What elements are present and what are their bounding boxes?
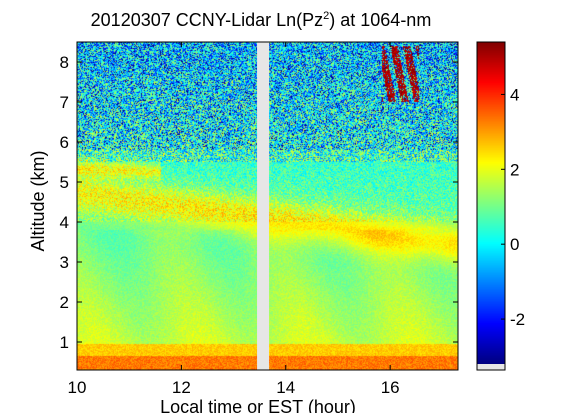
x-axis: 10 12 14 16 — [68, 42, 400, 397]
x-tick-label: 10 — [68, 378, 87, 397]
y-tick-label: 8 — [60, 53, 69, 72]
plot-area — [76, 41, 459, 371]
y-tick-label: 3 — [60, 253, 69, 272]
y-tick-label: 5 — [60, 173, 69, 192]
colorbar-tick-label: 4 — [510, 85, 519, 104]
colorbar-ticks: -2 0 2 4 — [501, 85, 525, 329]
colorbar-tick-label: 0 — [510, 235, 519, 254]
y-tick-label: 6 — [60, 133, 69, 152]
data-gap — [257, 42, 270, 370]
colorbar-underflow — [477, 364, 505, 370]
x-tick-label: 12 — [172, 378, 191, 397]
x-tick-label: 16 — [381, 378, 400, 397]
x-axis-label: Local time or EST (hour) — [160, 397, 356, 413]
y-tick-label: 1 — [60, 333, 69, 352]
y-tick-label: 4 — [60, 213, 69, 232]
y-tick-label: 7 — [60, 93, 69, 112]
plot-frame — [76, 41, 459, 371]
colorbar-frame — [476, 41, 506, 371]
y-axis: 1 2 3 4 5 6 7 8 — [60, 53, 458, 352]
colorbar-tick-label: -2 — [510, 310, 525, 329]
y-tick-label: 2 — [60, 293, 69, 312]
colorbar-tick-label: 2 — [510, 160, 519, 179]
colorbar-gradient — [477, 42, 505, 364]
x-tick-label: 14 — [276, 378, 295, 397]
chart-title: 20120307 CCNY-Lidar Ln(Pz2) at 1064-nm — [91, 10, 432, 30]
y-axis-label: Altitude (km) — [28, 150, 48, 251]
colorbar: -2 0 2 4 — [476, 41, 525, 371]
